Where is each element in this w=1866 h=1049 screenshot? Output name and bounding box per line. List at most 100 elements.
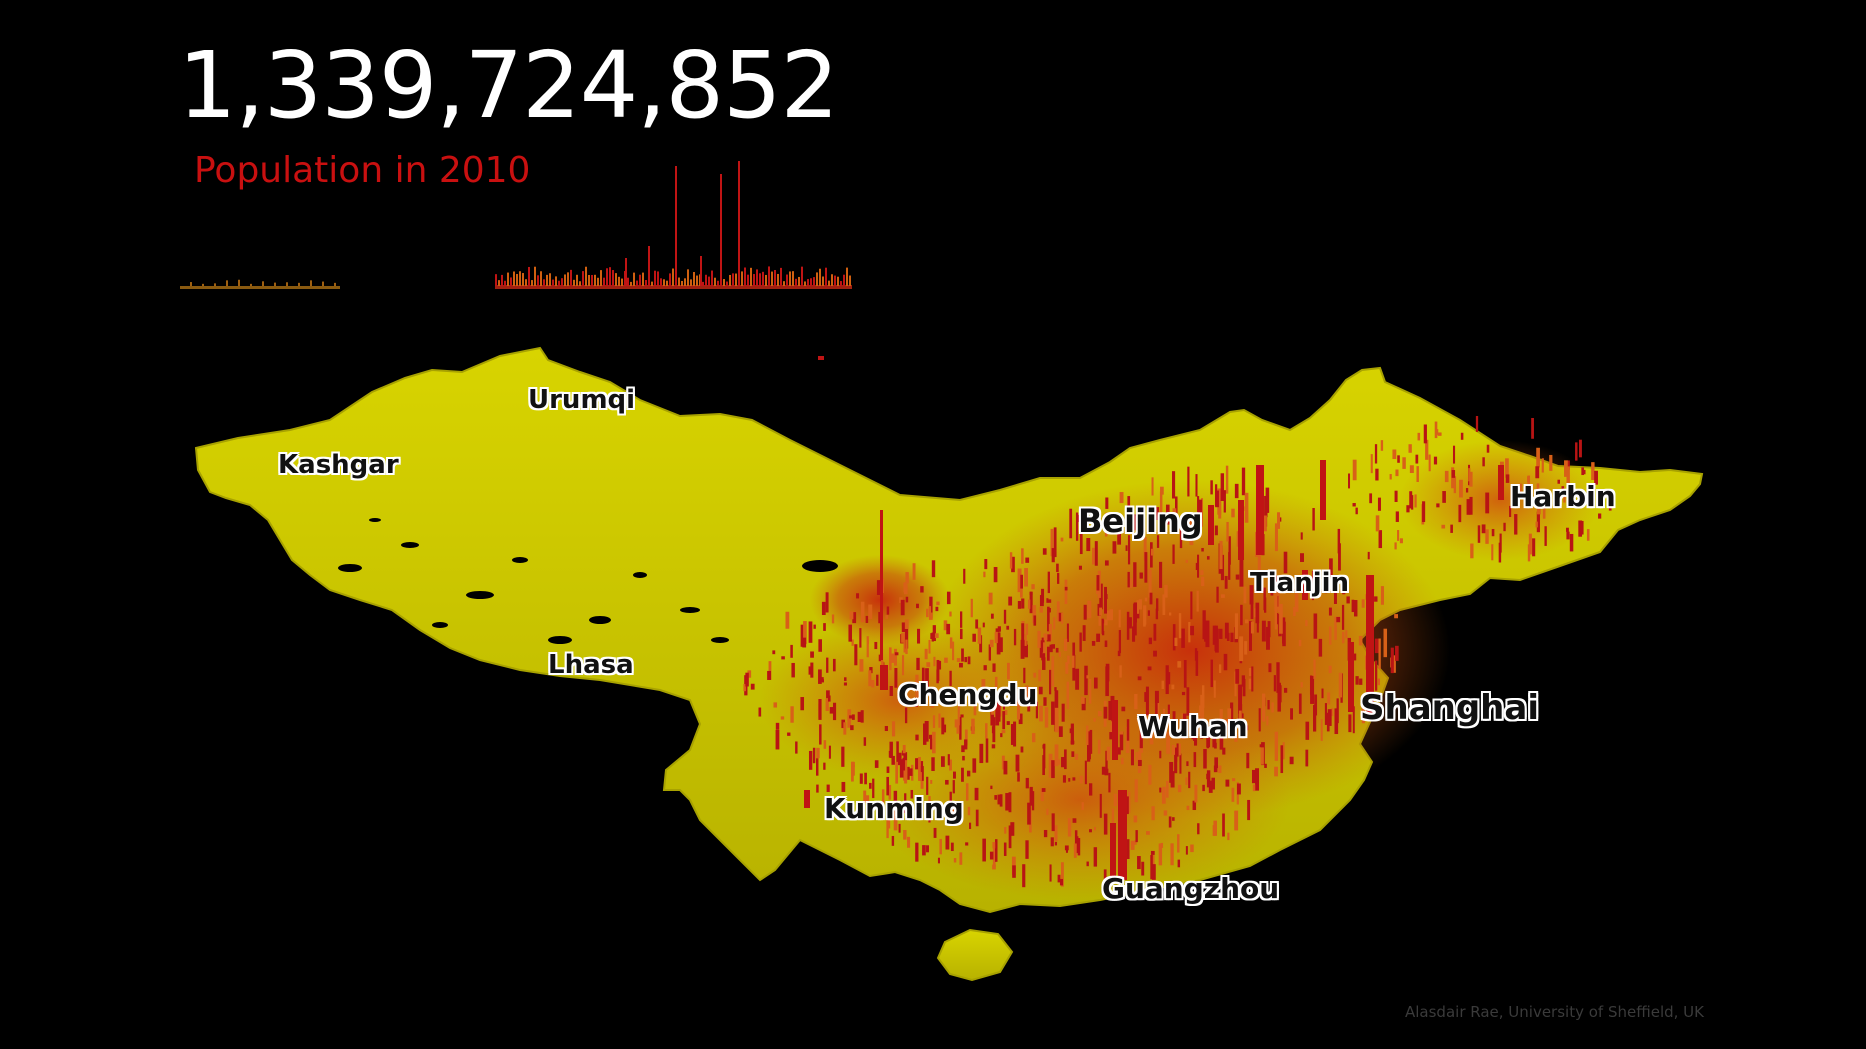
profile-spike	[705, 274, 707, 286]
map-spike	[1395, 645, 1399, 661]
map-spike	[1527, 544, 1531, 562]
map-spike	[965, 783, 969, 801]
map-spike	[1458, 504, 1462, 523]
map-spike	[1181, 691, 1186, 696]
map-spike	[821, 601, 826, 616]
map-spike	[956, 658, 961, 662]
map-spike	[1134, 840, 1137, 845]
map-spike	[1523, 488, 1526, 502]
profile-spike	[615, 273, 617, 286]
map-spike	[1598, 513, 1602, 519]
map-spike	[1214, 742, 1217, 749]
map-spike	[868, 604, 873, 620]
profile-spike	[630, 281, 632, 286]
profile-spike	[564, 274, 566, 286]
map-spike	[1086, 611, 1091, 618]
map-spike	[1219, 540, 1223, 570]
map-spike	[1374, 638, 1379, 654]
map-spike	[990, 613, 994, 619]
map-spike	[952, 780, 955, 794]
map-spike	[1048, 624, 1052, 641]
map-spike	[930, 696, 935, 708]
map-spike	[1266, 716, 1269, 726]
profile-spike	[310, 280, 312, 286]
map-spike	[990, 704, 995, 726]
map-spike	[960, 611, 963, 628]
map-spike	[1394, 542, 1397, 550]
map-spike	[1244, 506, 1247, 511]
map-spike	[1163, 810, 1168, 816]
map-spike	[1077, 838, 1081, 856]
map-spike	[996, 632, 1001, 655]
map-spike	[871, 680, 875, 688]
map-spike	[1389, 474, 1392, 480]
map-spike	[1393, 655, 1396, 673]
map-spike	[907, 836, 911, 848]
map-spike	[1116, 747, 1121, 755]
profile-spike	[795, 278, 797, 286]
map-spike	[886, 606, 890, 615]
map-spike	[926, 662, 931, 667]
map-spike	[957, 705, 960, 726]
map-spike	[1016, 693, 1019, 703]
map-spike	[994, 631, 998, 644]
map-spike	[1020, 639, 1025, 659]
map-spike	[1217, 488, 1222, 515]
map-spike	[922, 845, 926, 856]
map-spike	[1003, 609, 1007, 624]
map-spike	[1378, 530, 1383, 549]
map-spike	[1210, 480, 1213, 495]
map-spike	[1086, 675, 1089, 679]
map-spike	[1377, 678, 1380, 686]
map-spike	[972, 633, 976, 642]
profile-spike	[669, 273, 671, 286]
map-spike	[930, 779, 933, 784]
map-spike	[1162, 708, 1166, 724]
map-spike	[1112, 700, 1118, 760]
map-spike	[1166, 731, 1171, 754]
map-spike	[1092, 547, 1095, 565]
map-spike	[920, 586, 924, 593]
map-spike	[1005, 793, 1009, 811]
map-spike	[926, 776, 929, 795]
map-spike	[1125, 849, 1130, 860]
map-spike	[1149, 592, 1153, 605]
map-spike	[1126, 719, 1130, 741]
map-spike	[1082, 625, 1086, 641]
city-label-tianjin: Tianjin	[1250, 568, 1350, 598]
map-spike	[916, 657, 920, 671]
map-spike	[1081, 697, 1086, 711]
map-spike	[828, 745, 831, 759]
map-spike	[1151, 806, 1155, 821]
map-spike	[924, 648, 928, 660]
map-spike	[1399, 538, 1403, 544]
map-spike	[1300, 532, 1303, 540]
map-spike	[1271, 702, 1274, 713]
map-spike	[823, 762, 826, 770]
map-spike	[925, 668, 929, 691]
map-spike	[1119, 731, 1124, 735]
profile-spike	[759, 273, 761, 286]
map-spike	[1199, 705, 1202, 717]
map-spike	[750, 683, 755, 690]
map-spike	[959, 852, 963, 865]
map-spike	[936, 601, 940, 606]
map-spike	[1361, 599, 1365, 608]
map-spike	[989, 851, 994, 860]
map-spike	[1437, 432, 1442, 436]
map-spike	[1150, 850, 1155, 855]
map-spike	[1106, 610, 1110, 621]
map-spike	[1178, 743, 1181, 756]
map-spike	[1450, 524, 1453, 533]
map-spike	[1139, 572, 1143, 579]
map-spike	[928, 796, 931, 804]
map-spike	[1374, 660, 1378, 691]
map-spike	[950, 842, 954, 852]
map-spike	[1061, 757, 1065, 768]
profile-spike	[262, 281, 264, 286]
map-spike	[1345, 630, 1348, 639]
map-spike	[1111, 808, 1115, 832]
map-spike	[1071, 652, 1075, 668]
map-spike	[931, 757, 935, 771]
